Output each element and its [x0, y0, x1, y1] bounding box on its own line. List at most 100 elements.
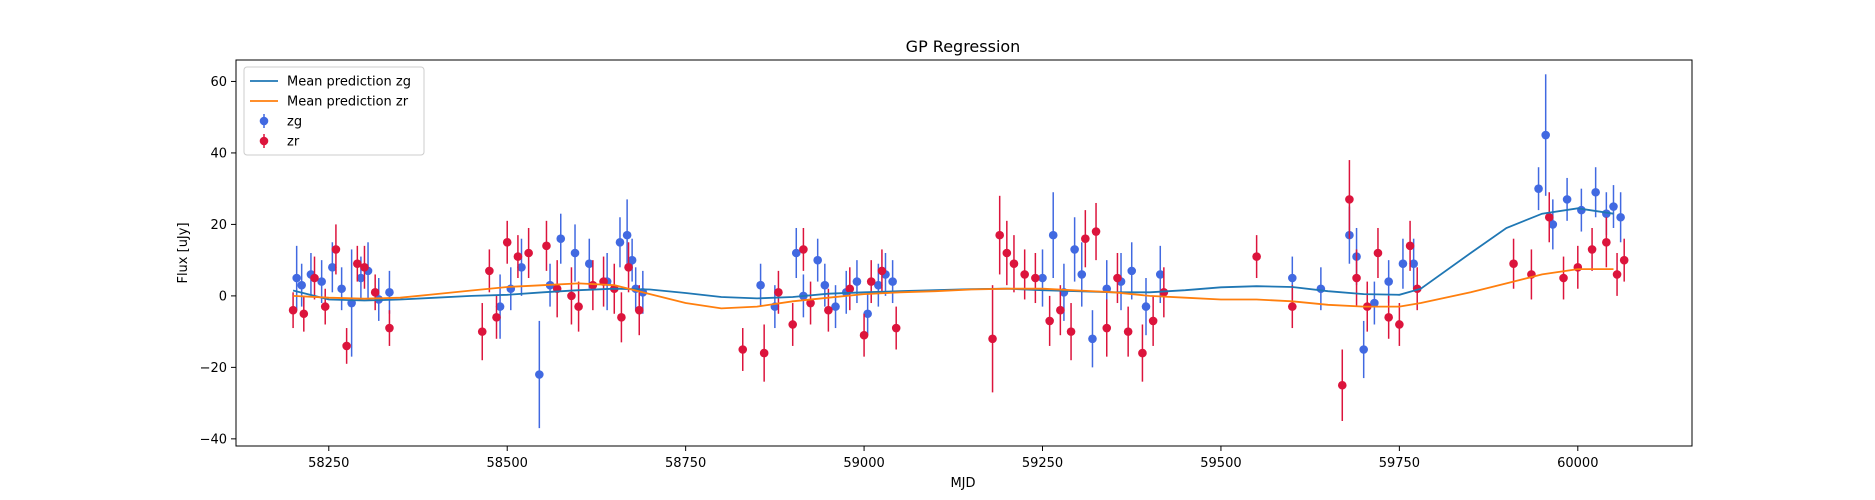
zr-point — [1619, 255, 1629, 265]
zr-point — [1384, 313, 1393, 322]
zg-point — [615, 237, 625, 247]
zg-point — [1288, 273, 1297, 283]
zg-point — [517, 262, 526, 272]
legend-point-marker — [259, 116, 269, 126]
zr-point — [1509, 259, 1518, 269]
zr-point — [1373, 248, 1383, 258]
zr-point — [1602, 237, 1611, 247]
zg-point — [627, 255, 637, 265]
x-tick-label: 58250 — [308, 456, 349, 471]
zr-point — [1113, 273, 1122, 283]
zr-point — [988, 334, 997, 344]
zr-point — [877, 266, 887, 276]
zr-point — [738, 345, 748, 354]
axes-frame — [235, 59, 1693, 447]
zg-point — [1127, 266, 1137, 276]
zg-point — [888, 277, 897, 286]
zg-point — [813, 255, 822, 265]
y-tick-label: 40 — [210, 146, 227, 161]
zr-point — [866, 277, 876, 286]
x-tick-label: 59250 — [1022, 456, 1063, 471]
zg-point — [622, 230, 632, 240]
zg-point — [1370, 298, 1379, 308]
zr-point — [1045, 316, 1054, 326]
zg-point — [1070, 245, 1079, 254]
zg-point — [1077, 270, 1087, 279]
zg-point — [874, 280, 883, 290]
zr-point — [567, 291, 576, 301]
zr-point — [299, 309, 309, 319]
zr-point — [588, 280, 598, 290]
zg-point — [1102, 284, 1112, 294]
y-axis-label: Flux [uJy] — [176, 222, 191, 283]
legend-label: zr — [287, 135, 300, 150]
mean-prediction-zr-line — [293, 268, 1614, 310]
plot-area — [288, 74, 1629, 429]
zg-point — [863, 309, 872, 319]
zr-point — [1102, 323, 1112, 333]
x-axis-label: MJD — [950, 476, 975, 491]
legend: Mean prediction zg Mean prediction zr zg zr — [243, 66, 425, 156]
zr-point — [513, 252, 523, 261]
zr-point — [799, 245, 808, 254]
zr-point — [634, 305, 644, 315]
zg-point — [1359, 345, 1368, 354]
zg-point — [1548, 220, 1558, 229]
zr-point — [1031, 273, 1040, 283]
y-tick-label: 20 — [210, 218, 227, 233]
zg-point — [1155, 270, 1165, 279]
zg-point — [1088, 334, 1097, 344]
zr-point — [995, 230, 1004, 240]
zg-point — [820, 280, 830, 290]
zr-point — [1148, 316, 1158, 326]
zg-point — [1534, 184, 1543, 193]
zg-point — [1562, 195, 1572, 204]
zg-point — [1591, 187, 1600, 197]
y-tick-label: 60 — [210, 75, 227, 90]
x-tick-label: 59750 — [1379, 456, 1420, 471]
zg-point — [570, 248, 580, 258]
zr-point — [1288, 302, 1297, 311]
zg-point — [506, 284, 516, 294]
y-tick-label: 0 — [219, 289, 227, 304]
zr-point — [1544, 212, 1554, 222]
zr-point — [624, 262, 633, 272]
zg-point — [1048, 230, 1058, 240]
zg-point — [292, 273, 301, 283]
zr-point — [774, 288, 783, 297]
zr-point — [1009, 259, 1019, 269]
zr-point — [1559, 273, 1568, 283]
zr-point — [1252, 252, 1261, 261]
zr-point — [574, 302, 583, 311]
zg-point — [385, 288, 394, 297]
zr-point — [502, 237, 512, 247]
x-tick-label: 58500 — [487, 456, 528, 471]
x-tick-label: 59500 — [1200, 456, 1241, 471]
legend-label: Mean prediction zg — [287, 75, 411, 90]
zr-point — [1056, 305, 1065, 315]
zr-point — [492, 313, 501, 322]
axes: 58250 58500 58750 59000 59250 59500 59750 60000… — [200, 59, 1693, 471]
zg-point — [297, 280, 306, 290]
zg-point — [1316, 284, 1326, 294]
chart-title: GP Regression — [906, 37, 1021, 56]
zr-point — [859, 330, 869, 340]
zr-point — [1337, 380, 1347, 390]
zg-point — [831, 302, 840, 311]
legend-box — [243, 66, 425, 156]
zr-point — [1395, 320, 1404, 329]
x-tick-label: 58750 — [665, 456, 706, 471]
zr-point — [288, 305, 298, 315]
zr-point — [385, 323, 394, 333]
zr-point — [891, 323, 901, 333]
zg-point — [328, 262, 337, 272]
zr-point — [1002, 248, 1012, 258]
zr-point — [524, 248, 533, 258]
zg-point — [584, 259, 594, 269]
zr-point — [477, 327, 487, 336]
legend-label: zg — [287, 115, 302, 130]
zr-point — [1020, 270, 1029, 279]
zg-point — [1616, 212, 1625, 222]
zr-point — [806, 298, 815, 308]
zr-point — [353, 259, 362, 269]
